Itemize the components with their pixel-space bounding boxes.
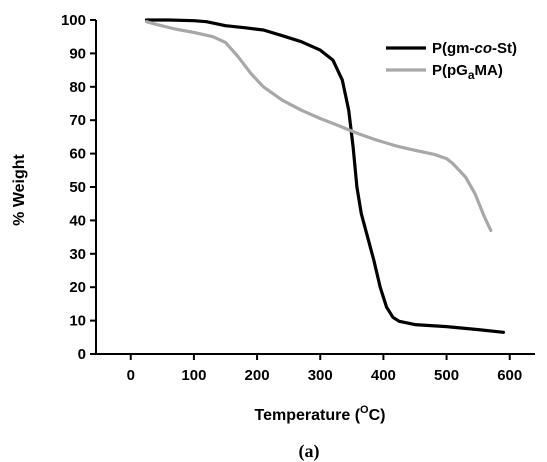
x-tick-label: 600 [497, 367, 522, 384]
y-tick-label: 0 [78, 346, 86, 363]
legend-label-part: -St) [492, 40, 517, 57]
x-axis-label-main: Temperature ( [255, 407, 361, 424]
y-tick-label: 90 [69, 45, 86, 62]
chart-axes: 0 100 200 300 400 500 600 0 10 20 30 40 50 60 70 80 90 10… [61, 12, 535, 384]
x-axis-label-sup: O [360, 404, 369, 416]
x-tick-label: 0 [127, 367, 135, 384]
series-line-2 [144, 20, 493, 232]
figure-caption: (a) [299, 441, 320, 462]
x-tick-label: 500 [434, 367, 459, 384]
y-tick-label: 10 [69, 313, 86, 330]
series-line-1 [144, 18, 505, 334]
x-tick-label: 100 [181, 367, 206, 384]
legend-label-part: MA) [475, 62, 503, 79]
y-tick-label: 60 [69, 146, 86, 163]
legend-label-2: P(pGaMA) [432, 62, 503, 82]
y-tick-label: 100 [61, 12, 86, 29]
x-axis-label-end: C) [369, 407, 386, 424]
x-tick-label: 300 [308, 367, 333, 384]
y-tick-label: 80 [69, 79, 86, 96]
x-tick-label: 200 [245, 367, 270, 384]
y-tick-label: 50 [69, 179, 86, 196]
x-tick-label: 400 [371, 367, 396, 384]
legend-label-part: co [475, 40, 493, 57]
legend-label-part: a [468, 68, 475, 82]
legend-label-part: P(pG [432, 62, 468, 79]
chart-series-layer [144, 18, 505, 334]
y-axis-label: % Weight [11, 153, 28, 225]
y-tick-label: 40 [69, 212, 86, 229]
y-tick-label: 20 [69, 279, 86, 296]
legend-label-1: P(gm-co-St) [432, 40, 517, 57]
legend-label-part: P(gm- [432, 40, 475, 57]
y-tick-label: 70 [69, 112, 86, 129]
x-axis-label: Temperature (OC) [255, 404, 386, 424]
y-tick-label: 30 [69, 246, 86, 263]
legend: P(gm-co-St) P(pGaMA) [386, 40, 517, 82]
